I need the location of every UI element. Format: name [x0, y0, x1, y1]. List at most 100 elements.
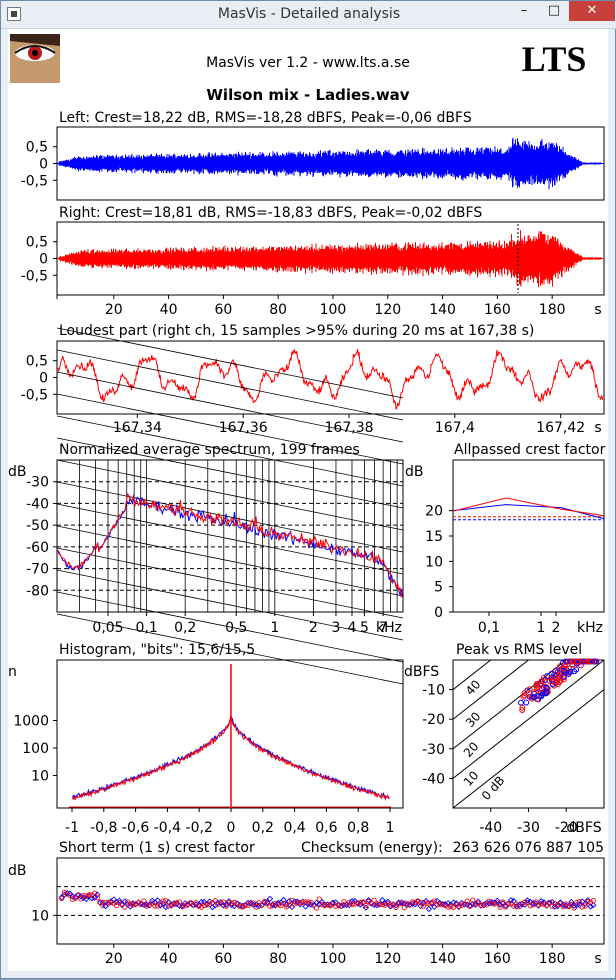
maximize-button[interactable]: □: [547, 3, 561, 18]
spectrum-trace: [57, 492, 403, 598]
crest-point-right: [144, 903, 150, 909]
title-bar[interactable]: MasVis - Detailed analysis – □ ✕: [1, 1, 616, 29]
crest-point-left: [502, 902, 509, 909]
crest-point-left: [203, 901, 211, 908]
x-tick-label: 20: [105, 951, 123, 967]
crest-point-right: [237, 903, 243, 909]
peak-rms-point: [538, 678, 545, 685]
left-channel-label: Left: Crest=18,22 dB, RMS=-18,28 dBFS, P…: [59, 110, 472, 126]
x-tick-label: 180: [539, 302, 566, 318]
crest-point-right: [182, 903, 188, 909]
x-tick-label: 180: [539, 951, 566, 967]
x-tick-label: 0,2: [174, 620, 196, 636]
x-tick-label: 0,1: [478, 620, 500, 636]
peak-rms-point: [561, 676, 567, 683]
crest-point-right: [393, 904, 399, 911]
peak-rms-point: [539, 690, 546, 697]
x-tick-label: 0,2: [252, 820, 274, 836]
crest-point-right: [418, 899, 424, 906]
crest-point-right: [196, 903, 202, 909]
crest-point-left: [524, 897, 531, 904]
diagonal-label: 40: [463, 677, 484, 698]
crest-point-left: [91, 894, 98, 901]
crest-point-left: [538, 898, 545, 905]
peak-rms-point: [573, 666, 580, 673]
checksum-value: 263 626 076 887 105: [453, 840, 604, 856]
crest-point-right: [174, 900, 180, 906]
crest-diagonal: [453, 660, 568, 750]
crest-point-right: [426, 901, 432, 907]
crest-point-right: [297, 900, 303, 906]
crest-point-right: [579, 904, 585, 910]
x-unit-label: kHz: [376, 620, 402, 636]
crest-point-right: [546, 899, 553, 905]
crest-point-left: [118, 901, 126, 909]
app-icon[interactable]: [7, 7, 21, 21]
x-tick-label: 5: [360, 620, 369, 636]
crest-point-left: [149, 897, 156, 904]
histogram-trace: [72, 715, 232, 801]
y-tick-label: -10: [422, 683, 445, 699]
y-tick-label: -40: [26, 496, 49, 512]
y-tick-label: 0: [39, 252, 48, 268]
x-tick-label: 120: [374, 951, 401, 967]
crest-point-right: [157, 901, 164, 907]
y-tick-label: -20: [422, 712, 445, 728]
eye-logo-hair: [10, 34, 60, 46]
crest-point-right: [152, 903, 158, 909]
crest-point-right: [198, 904, 205, 910]
crest-point-right: [300, 899, 306, 905]
x-tick-label: 1: [270, 620, 279, 636]
peak-rms-point: [562, 658, 569, 665]
x-tick-label: 0,05: [92, 620, 123, 636]
right-channel-label: Right: Crest=18,81 dB, RMS=-18,83 dBFS, …: [59, 205, 482, 221]
crest-point-right: [283, 904, 290, 910]
grid-line: [56, 371, 404, 443]
peak-rms-y-unit: dBFS: [404, 664, 439, 680]
x-tick-label: 0,4: [283, 820, 305, 836]
crest-point-right: [398, 900, 405, 906]
peak-rms-point: [562, 663, 568, 670]
crest-point-left: [255, 902, 263, 909]
crest-point-left: [173, 900, 180, 907]
x-tick-label: 4: [348, 620, 357, 636]
peak-rms-point: [561, 668, 568, 674]
grid-line: [56, 525, 404, 597]
crest-point-right: [461, 901, 468, 907]
allpass-left-curve: [452, 504, 605, 520]
grid-line: [56, 503, 404, 575]
crest-point-right: [228, 900, 235, 906]
eye-logo-lid: [14, 45, 56, 54]
x-tick-label: 0,8: [347, 820, 369, 836]
crest-point-left: [442, 901, 449, 908]
crest-point-left: [392, 902, 400, 909]
minimize-button[interactable]: –: [520, 3, 528, 18]
crest-point-right: [108, 899, 114, 906]
peak-rms-point: [543, 684, 550, 690]
crest-point-left: [162, 903, 169, 911]
crest-point-left: [222, 901, 230, 908]
crest-point-right: [333, 903, 339, 909]
diagonal-label: 10: [461, 768, 482, 789]
crest-point-right: [387, 902, 394, 908]
peak-rms-point: [562, 661, 568, 668]
peak-rms-point: [538, 681, 545, 688]
peak-rms-point: [572, 658, 579, 665]
crest-point-right: [396, 901, 402, 907]
crest-point-left: [146, 902, 153, 909]
peak-rms-point: [520, 693, 527, 700]
crest-point-right: [590, 897, 596, 904]
crest-point-right: [81, 892, 87, 899]
x-tick-label: 167,38: [325, 420, 374, 436]
crest-point-right: [146, 901, 153, 908]
loudest-label: Loudest part (right ch, 15 samples >95% …: [59, 323, 534, 339]
x-tick-label: 3: [332, 620, 341, 636]
peak-rms-point: [554, 677, 561, 684]
crest-point-left: [214, 899, 222, 906]
crest-point-right: [105, 899, 111, 905]
file-title: Wilson mix - Ladies.wav: [206, 86, 409, 104]
x-unit-label: s: [594, 302, 601, 318]
x-tick-label: -0,8: [90, 820, 117, 836]
crest-point-left: [401, 900, 408, 907]
close-button[interactable]: ✕: [569, 1, 615, 21]
